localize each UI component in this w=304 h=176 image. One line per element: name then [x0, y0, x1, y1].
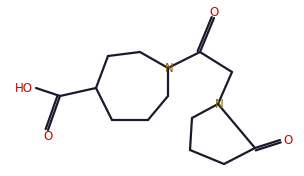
Text: O: O [43, 130, 53, 143]
Text: HO: HO [15, 81, 33, 95]
Text: O: O [209, 5, 219, 18]
Text: O: O [283, 134, 293, 146]
Text: N: N [165, 61, 173, 74]
Text: N: N [215, 98, 223, 111]
